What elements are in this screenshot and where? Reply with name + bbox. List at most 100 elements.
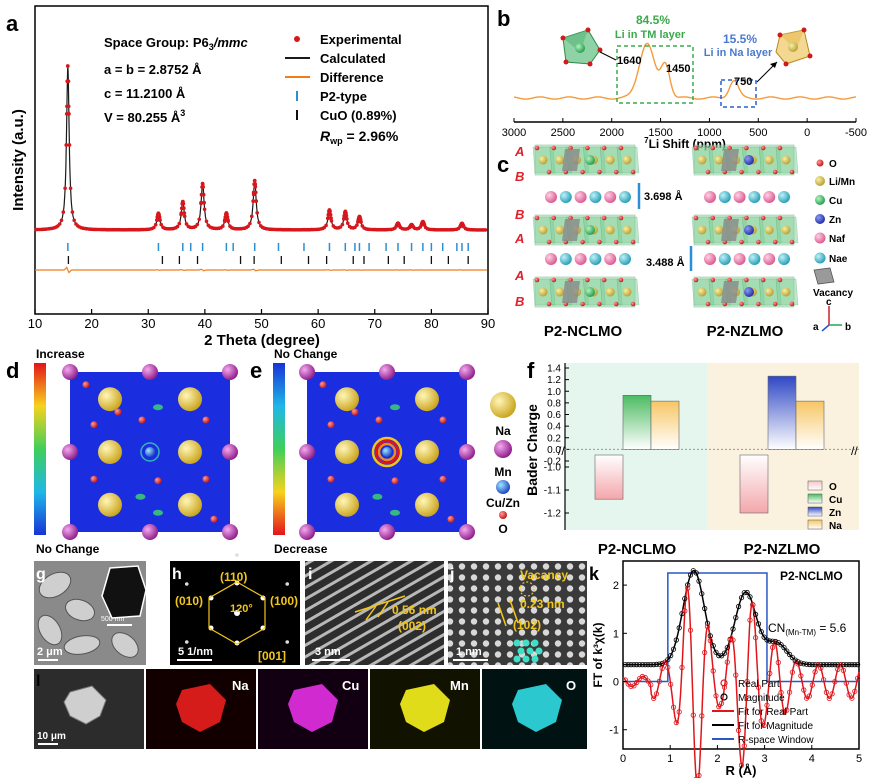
mn-atom	[299, 524, 315, 540]
magnitude-point	[829, 661, 835, 668]
x-tick-label-b: 2500	[551, 127, 575, 139]
legend-c-o: O	[829, 159, 837, 170]
hexagon	[208, 581, 266, 645]
o-atom	[210, 515, 218, 523]
cu-blob	[288, 684, 338, 732]
real-point	[806, 693, 813, 699]
zn-atom	[744, 287, 754, 297]
real-point	[843, 680, 849, 686]
diffraction-spot	[285, 582, 290, 586]
o-atom	[585, 145, 590, 151]
o-atom	[772, 169, 778, 175]
spot-010: (010)	[175, 594, 203, 608]
mn-atom	[459, 524, 475, 540]
axis-b-label: b	[845, 322, 851, 333]
nae-atom	[559, 191, 572, 203]
o-atom	[551, 145, 557, 151]
ylabel-a: Intensity (a.u.)	[10, 109, 27, 211]
real-point	[829, 691, 835, 697]
o-atom	[580, 169, 585, 175]
real-point	[724, 659, 730, 665]
experimental-point	[253, 190, 258, 195]
vacancy-site	[721, 281, 739, 303]
experimental-point	[204, 219, 209, 224]
stack-label-1: A	[514, 144, 524, 159]
o-atom	[90, 475, 98, 483]
zn-atom	[744, 155, 754, 165]
x-tick-label-a: 80	[424, 316, 438, 331]
panel-k: k 0 1 2 3 4 5 -1 0 1 2 P2-NCLMO CN(Mn-TM) = 5.6 R…	[589, 560, 862, 778]
mn-atom	[459, 444, 475, 460]
x-tick-label-k: 0	[620, 753, 626, 765]
cbar-top-e: No Change	[274, 347, 338, 361]
real-point	[854, 675, 861, 681]
panel-letter-i: i	[308, 566, 312, 583]
d-spacing-j: 0.23 nm	[520, 597, 565, 611]
bar-na	[795, 400, 825, 450]
xlabel-k: R (Å)	[725, 763, 756, 778]
legend-cuo: CuO (0.89%)	[320, 108, 397, 123]
magnitude-point	[639, 661, 646, 668]
magnitude-point	[752, 611, 759, 618]
experimental-point	[64, 143, 69, 147]
o-atom	[693, 277, 699, 283]
plane-i: (002)	[398, 619, 426, 633]
o-atom	[597, 301, 602, 307]
name-nzl: P2-NZLMO	[707, 323, 784, 340]
tm-atom	[697, 225, 707, 235]
o-atom	[601, 215, 607, 221]
real-point	[665, 664, 671, 671]
panel-letter-h: h	[172, 566, 182, 583]
tm-atom	[764, 155, 774, 165]
panel-a: a 10 20 30 40 50 60 70 80 90 2 Theta (degree) In…	[6, 5, 495, 349]
experimental-point	[200, 181, 205, 186]
o-atom	[351, 408, 359, 416]
magnitude-point	[747, 594, 753, 600]
tm-atom	[555, 225, 565, 235]
particle-cluster	[63, 685, 107, 725]
x-tick-label-k: 4	[809, 753, 815, 765]
real-point	[648, 682, 654, 688]
real-point	[809, 682, 815, 688]
real-point	[818, 665, 824, 671]
experimental-point	[329, 216, 333, 221]
panel-l: 10 μm l Na Cu Mn O	[34, 669, 587, 749]
stack-label-5: A	[514, 268, 524, 283]
magnitude-point	[786, 651, 793, 658]
na-atom	[178, 387, 202, 412]
o-atom	[760, 215, 766, 221]
panel-letter-f: f	[527, 358, 535, 383]
o-atom	[772, 301, 778, 307]
magnitude-point	[843, 661, 849, 668]
o-atom	[391, 477, 399, 485]
real-point	[679, 664, 685, 671]
legend-k-fitmag: Fit for Magnitude	[738, 721, 813, 732]
panel-letter-c: c	[497, 152, 509, 177]
mn-atom	[62, 444, 78, 460]
na-atom	[335, 440, 359, 464]
experimental-point	[346, 221, 350, 225]
mn-atom	[459, 364, 475, 380]
o-atom	[756, 301, 761, 307]
naf-atom	[545, 191, 557, 203]
legend-k-real: Real Part	[738, 679, 780, 690]
experimental-point	[329, 219, 334, 223]
experimental-point	[184, 222, 189, 226]
experimental-point	[201, 185, 206, 189]
experimental-point	[153, 222, 158, 227]
magnitude-point	[718, 653, 725, 659]
experimental-point	[324, 223, 328, 228]
magnitude-point	[642, 661, 648, 668]
lattice-c: c = 11.2100 Å	[104, 86, 186, 101]
magnitude-point	[826, 661, 832, 668]
ylabel-k: FT of k³χ(k)	[591, 623, 605, 688]
o-atom	[705, 239, 711, 245]
o-atom	[744, 145, 749, 151]
x-tick-label-b: 2000	[599, 127, 623, 139]
tm-site-icon	[560, 27, 617, 67]
experimental-point	[181, 206, 186, 211]
x-ticks-a: 10 20 30 40 50 60 70 80 90	[28, 309, 495, 331]
magnitude-point	[755, 621, 762, 627]
naf-atom	[545, 253, 557, 265]
real-point	[670, 704, 677, 710]
